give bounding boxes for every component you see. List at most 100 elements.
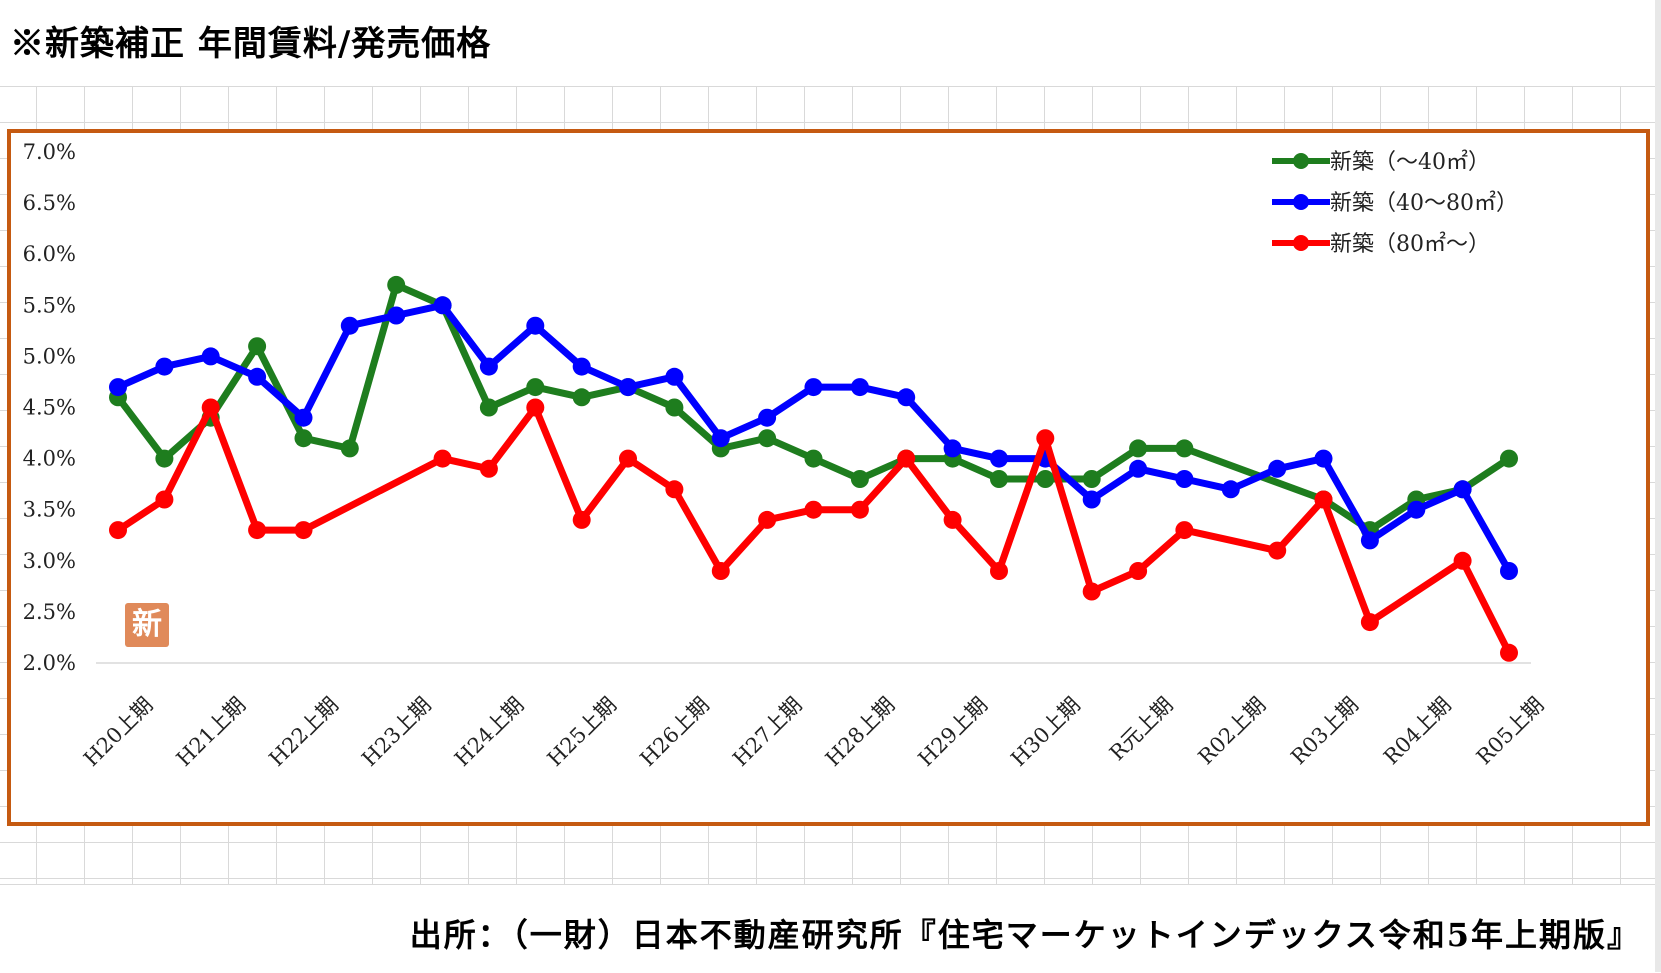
series-layer <box>109 275 1518 662</box>
data-point <box>1175 521 1194 540</box>
data-point <box>294 408 313 427</box>
data-point <box>1500 643 1518 662</box>
data-point <box>1360 613 1379 632</box>
legend-marker <box>1293 153 1309 169</box>
data-point <box>1036 470 1055 488</box>
legend-label: 新築（80㎡～） <box>1330 231 1490 257</box>
data-point <box>340 439 359 458</box>
data-point <box>1129 459 1148 478</box>
series-0 <box>109 275 1518 540</box>
data-point <box>155 490 174 509</box>
data-point <box>665 480 684 499</box>
data-point <box>526 316 545 335</box>
x-tick-label: R02上期 <box>1194 693 1271 770</box>
data-point <box>804 500 823 519</box>
data-point <box>433 449 452 468</box>
y-axis-ticks: 7.0% 6.5% 6.0% 5.5% 5.0% 4.5% 4.0% 3.5% 3.0% 2.5%… <box>23 140 76 675</box>
x-tick-label: H20上期 <box>79 693 158 772</box>
y-tick-label: 2.5% <box>23 600 76 624</box>
data-point <box>1036 429 1055 448</box>
x-tick-label: H29上期 <box>914 693 993 772</box>
y-tick-label: 6.0% <box>23 242 76 266</box>
data-point <box>897 388 916 407</box>
data-point <box>943 439 962 458</box>
x-tick-label: H23上期 <box>357 693 436 772</box>
legend: 新築（～40㎡） 新築（40～80㎡） 新築（80㎡～） <box>1272 149 1518 257</box>
data-point <box>1082 490 1101 509</box>
footer-band <box>0 884 1661 973</box>
data-point <box>665 398 684 417</box>
data-point <box>897 449 916 468</box>
data-point <box>294 521 313 540</box>
legend-label: 新築（～40㎡） <box>1330 149 1490 175</box>
data-point <box>201 347 220 366</box>
series-line <box>114 301 1513 575</box>
data-point <box>1268 459 1287 478</box>
x-tick-label: R03上期 <box>1286 693 1363 770</box>
data-point <box>711 562 730 580</box>
data-point <box>758 429 777 448</box>
x-tick-label: H26上期 <box>635 693 714 772</box>
data-point <box>1175 470 1194 488</box>
data-point <box>1453 480 1472 499</box>
x-tick-label: H21上期 <box>172 693 251 772</box>
series-1 <box>109 296 1518 580</box>
data-point <box>711 429 730 448</box>
x-tick-label: R元上期 <box>1105 693 1178 766</box>
data-point <box>526 378 545 397</box>
data-point <box>804 378 823 397</box>
data-point <box>526 398 545 417</box>
data-point <box>201 398 220 417</box>
y-tick-label: 3.5% <box>23 498 76 522</box>
data-point <box>1453 551 1472 570</box>
y-tick-label: 4.0% <box>23 447 76 471</box>
chart-frame[interactable] <box>7 129 1650 826</box>
data-point <box>1175 439 1194 458</box>
data-point <box>109 521 127 540</box>
data-point <box>1129 439 1148 458</box>
data-point <box>155 357 174 376</box>
x-tick-label: H24上期 <box>450 693 529 772</box>
data-point <box>1500 562 1518 580</box>
data-point <box>619 449 637 468</box>
data-point <box>850 470 869 488</box>
x-tick-label: R04上期 <box>1379 693 1456 770</box>
data-point <box>619 378 637 397</box>
data-point <box>248 521 267 540</box>
data-point <box>387 306 406 325</box>
data-point <box>109 378 127 397</box>
data-point <box>1082 582 1101 601</box>
x-tick-label: H30上期 <box>1006 693 1085 772</box>
data-point <box>1360 531 1379 550</box>
data-point <box>340 316 359 335</box>
page-title: ※新築補正 年間賃料/発売価格 <box>10 24 492 64</box>
data-point <box>572 357 591 376</box>
y-tick-label: 2.0% <box>23 651 76 675</box>
y-tick-label: 6.5% <box>23 191 76 215</box>
data-point <box>1500 449 1518 468</box>
source-note: 出所：（一財）日本不動産研究所『住宅マーケットインデックス令和5年上期版』 <box>409 916 1641 954</box>
data-point <box>433 296 452 315</box>
data-point <box>1407 500 1426 519</box>
data-point <box>850 378 869 397</box>
data-point <box>943 510 962 529</box>
x-axis-ticks: H20上期 H21上期 H22上期 H23上期 H24上期 H25上期 H26上期 H27上期… <box>79 693 1549 772</box>
new-stamp-icon: 新 <box>125 603 169 647</box>
data-point <box>387 275 406 294</box>
y-tick-label: 4.5% <box>23 396 76 420</box>
data-point <box>572 510 591 529</box>
data-point <box>155 449 174 468</box>
data-point <box>294 429 313 448</box>
y-tick-label: 5.0% <box>23 344 76 368</box>
data-point <box>1314 449 1333 468</box>
window-edge <box>1655 0 1661 972</box>
data-point <box>804 449 823 468</box>
data-point <box>850 500 869 519</box>
x-tick-label: H22上期 <box>264 693 343 772</box>
data-point <box>1268 541 1287 560</box>
data-point <box>1314 490 1333 509</box>
data-point <box>758 408 777 427</box>
data-point <box>248 367 267 386</box>
x-tick-label: R05上期 <box>1472 693 1549 770</box>
data-point <box>1221 480 1240 499</box>
